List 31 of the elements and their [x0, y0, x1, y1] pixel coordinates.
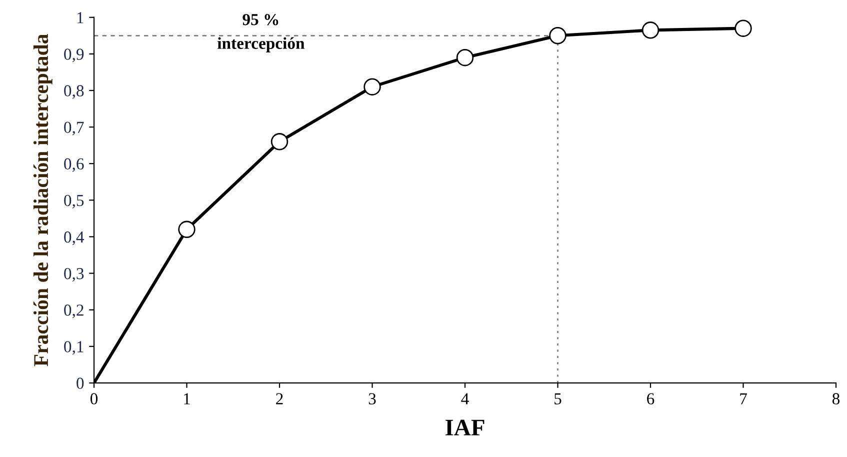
x-axis-title: IAF [445, 420, 484, 436]
point [456, 48, 474, 66]
y-axis-title: Fracción de la radiación interceptada [33, 34, 52, 366]
annotation: 95 % [242, 14, 278, 26]
y-tick-label: 0 [76, 378, 84, 389]
x-tick-label: 1 [184, 393, 190, 404]
y-tick-label: 0,1 [64, 341, 84, 355]
y-tick-label: 1 [77, 12, 84, 24]
x-tick-label: 0 [90, 393, 98, 404]
x-tick-label: 4 [461, 393, 469, 404]
point [270, 133, 288, 150]
annotation: intercepción [218, 37, 305, 52]
x-tick-label: 5 [554, 393, 562, 404]
point [734, 20, 752, 37]
y-tick-label: 0,2 [64, 304, 84, 318]
point [642, 22, 660, 39]
y-tick-label: 0,8 [64, 85, 84, 99]
point [364, 78, 381, 96]
x-tick-label: 3 [368, 393, 376, 404]
x-tick-label: 2 [276, 393, 283, 404]
x-tick-label: 8 [832, 393, 840, 404]
y-tick-label: 0,7 [64, 122, 84, 136]
y-tick-label: 0,5 [64, 194, 84, 209]
y-tick-label: 0,6 [64, 158, 84, 172]
point [178, 220, 196, 238]
y-tick-label: 0,3 [64, 268, 84, 282]
x-tick-label: 7 [740, 393, 747, 404]
point [549, 27, 566, 44]
y-tick-label: 0,4 [64, 231, 84, 246]
x-tick-label: 6 [647, 393, 654, 404]
y-tick-label: 0,9 [64, 48, 84, 62]
